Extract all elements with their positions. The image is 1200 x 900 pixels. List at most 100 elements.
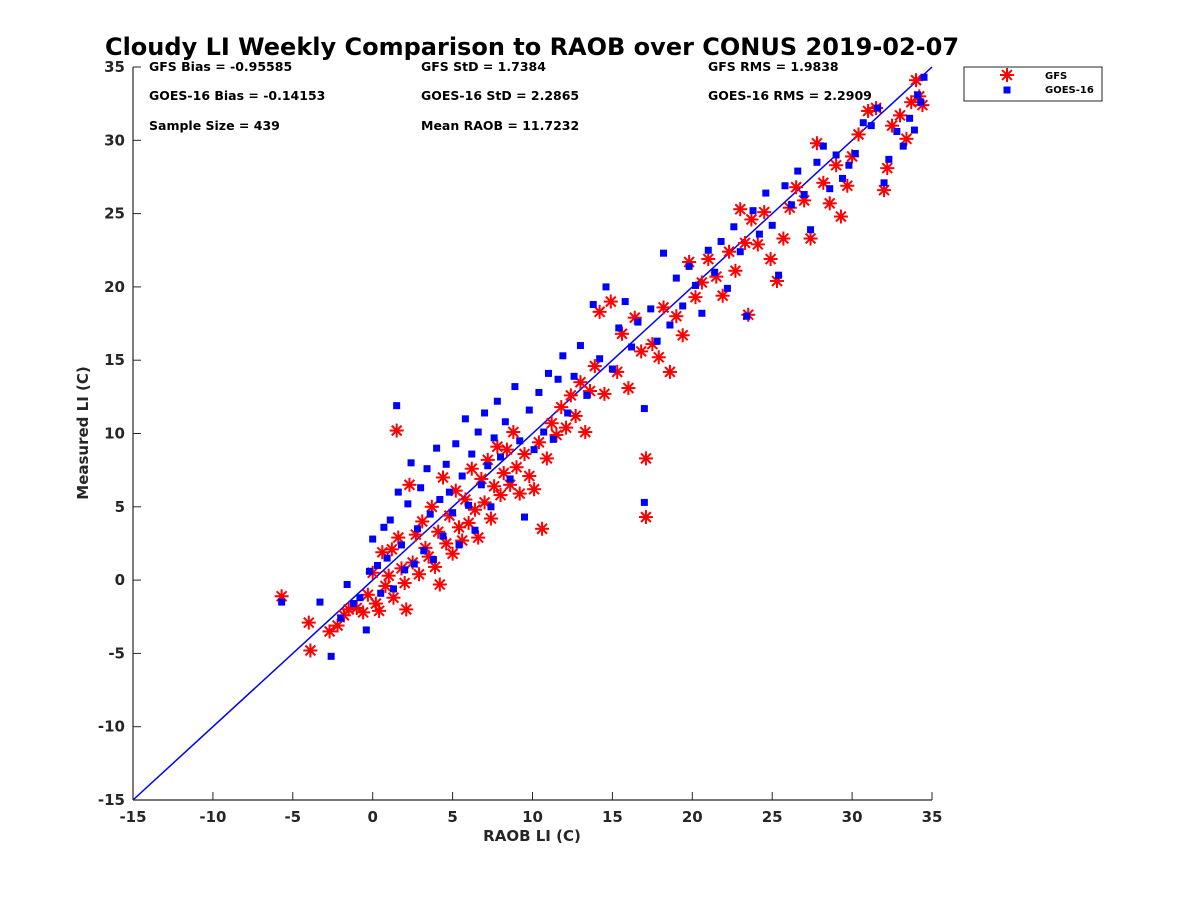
data-point-goes16 <box>327 652 335 660</box>
data-points-layer <box>274 73 930 660</box>
data-point-gfs <box>483 511 498 526</box>
data-point-gfs <box>833 209 848 224</box>
data-point-gfs <box>634 344 649 359</box>
data-point-goes16 <box>501 418 509 426</box>
data-point-gfs <box>509 460 524 475</box>
data-point-goes16 <box>755 230 763 238</box>
y-tick-label: -5 <box>108 644 125 662</box>
data-point-goes16 <box>471 526 479 534</box>
x-tick-label: 0 <box>367 808 377 826</box>
data-point-gfs <box>603 294 618 309</box>
data-point-gfs <box>461 515 476 530</box>
data-point-goes16 <box>420 547 428 555</box>
data-point-goes16 <box>698 309 706 317</box>
data-point-gfs <box>512 486 527 501</box>
data-point-gfs <box>728 263 743 278</box>
data-point-goes16 <box>666 321 674 329</box>
data-point-goes16 <box>540 428 548 436</box>
data-point-goes16 <box>407 459 415 467</box>
data-point-goes16 <box>383 554 391 562</box>
data-point-goes16 <box>455 541 463 549</box>
data-point-goes16 <box>436 495 444 503</box>
data-point-goes16 <box>497 453 505 461</box>
data-point-goes16 <box>442 460 450 468</box>
chart-title: Cloudy LI Weekly Comparison to RAOB over… <box>105 33 959 61</box>
legend-marker-gfs <box>1000 68 1014 82</box>
data-point-gfs <box>506 425 521 440</box>
data-point-gfs <box>789 180 804 195</box>
data-point-goes16 <box>880 179 888 187</box>
data-point-goes16 <box>452 440 460 448</box>
y-axis-ticks: -15 -10 -5 0 5 10 15 20 25 30 35 <box>98 58 141 809</box>
data-point-gfs <box>399 602 414 617</box>
data-point-goes16 <box>490 434 498 442</box>
data-point-gfs <box>522 469 537 484</box>
legend-label-goes16: GOES-16 <box>1045 85 1094 96</box>
data-point-goes16 <box>885 155 893 163</box>
data-point-gfs <box>544 416 559 431</box>
data-point-gfs <box>675 328 690 343</box>
data-point-goes16 <box>914 91 922 99</box>
data-point-goes16 <box>602 283 610 291</box>
data-point-gfs <box>402 477 417 492</box>
data-point-goes16 <box>511 383 519 391</box>
data-point-goes16 <box>516 437 524 445</box>
data-point-goes16 <box>449 509 457 517</box>
data-point-gfs <box>763 252 778 267</box>
data-point-gfs <box>301 615 316 630</box>
data-point-goes16 <box>832 151 840 159</box>
data-point-gfs <box>356 605 371 620</box>
x-tick-label: 20 <box>682 808 703 826</box>
data-point-gfs <box>627 310 642 325</box>
data-point-goes16 <box>278 598 286 606</box>
data-point-gfs <box>621 381 636 396</box>
data-point-gfs <box>662 364 677 379</box>
data-point-gfs <box>432 577 447 592</box>
data-point-goes16 <box>717 237 725 245</box>
x-axis-ticks: -15 -10 -5 0 5 10 15 20 25 30 35 <box>119 792 942 826</box>
data-point-goes16 <box>343 580 351 588</box>
x-tick-label: -5 <box>284 808 301 826</box>
data-point-goes16 <box>356 594 364 602</box>
data-point-gfs <box>389 423 404 438</box>
data-point-goes16 <box>484 462 492 470</box>
data-point-gfs <box>733 202 748 217</box>
y-tick-label: 35 <box>104 58 125 76</box>
data-point-gfs <box>904 95 919 110</box>
stats-annotations: GFS Bias = -0.95585 GFS StD = 1.7384 GFS… <box>149 59 872 133</box>
data-point-goes16 <box>899 142 907 150</box>
data-point-goes16 <box>366 567 374 575</box>
data-point-goes16 <box>704 246 712 254</box>
data-point-goes16 <box>401 566 409 574</box>
data-point-goes16 <box>615 324 623 332</box>
data-point-goes16 <box>487 503 495 511</box>
data-point-gfs <box>638 451 653 466</box>
data-point-goes16 <box>917 98 925 106</box>
data-point-gfs <box>638 510 653 525</box>
data-point-goes16 <box>564 409 572 417</box>
data-point-gfs <box>840 178 855 193</box>
data-point-goes16 <box>362 626 370 634</box>
data-point-goes16 <box>781 182 789 190</box>
data-point-goes16 <box>493 397 501 405</box>
legend-marker-goes16 <box>1003 86 1011 94</box>
data-point-goes16 <box>521 513 529 521</box>
data-point-goes16 <box>481 409 489 417</box>
data-point-goes16 <box>634 318 642 326</box>
data-point-goes16 <box>589 300 597 308</box>
data-point-goes16 <box>369 535 377 543</box>
x-tick-label: -10 <box>199 808 226 826</box>
data-point-goes16 <box>723 284 731 292</box>
y-tick-label: 5 <box>115 498 125 516</box>
data-point-goes16 <box>386 516 394 524</box>
legend-symbol-gfs <box>1000 68 1014 82</box>
data-point-gfs <box>701 252 716 267</box>
data-point-gfs <box>499 442 514 457</box>
data-point-goes16 <box>679 302 687 310</box>
y-tick-label: -10 <box>98 718 125 736</box>
data-point-goes16 <box>596 355 604 363</box>
data-point-gfs <box>397 576 412 591</box>
data-point-goes16 <box>544 369 552 377</box>
data-point-goes16 <box>794 167 802 175</box>
